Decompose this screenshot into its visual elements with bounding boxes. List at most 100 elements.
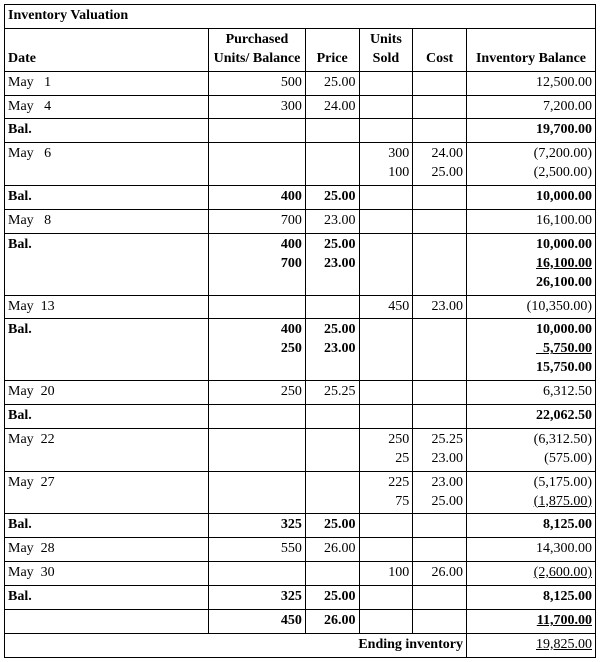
cost-cell — [413, 610, 467, 634]
date-cell: May 13 — [5, 295, 209, 319]
date-cell: May 20 — [5, 381, 209, 405]
cost-cell — [413, 319, 467, 381]
balance-cell: 10,000.0016,100.0026,100.00 — [466, 233, 595, 295]
cost-cell — [413, 186, 467, 210]
table-title-row: Inventory Valuation — [5, 5, 596, 29]
cost-cell — [413, 233, 467, 295]
units-cell — [209, 471, 306, 514]
balance-cell: 22,062.50 — [466, 405, 595, 429]
table-row: Bal.32525.00 8,125.00 — [5, 514, 596, 538]
date-cell: May 8 — [5, 210, 209, 234]
table-row: May 3010026.00(2,600.00) — [5, 562, 596, 586]
price-cell: 25.00 — [305, 514, 359, 538]
date-cell: May 22 — [5, 428, 209, 471]
balance-cell: (6,312.50)(575.00) — [466, 428, 595, 471]
balance-cell: 16,100.00 — [466, 210, 595, 234]
table-row: May 2855026.0014,300.00 — [5, 538, 596, 562]
table-header-row: Date Purchased Units/ Balance Price Unit… — [5, 28, 596, 71]
ending-inventory-label: Ending inventory — [5, 633, 467, 657]
cost-cell — [413, 514, 467, 538]
sold-cell: 100 — [359, 562, 413, 586]
units-cell: 700 — [209, 210, 306, 234]
price-cell: 25.0023.00 — [305, 319, 359, 381]
table-row: Bal.40025.0010,000.00 — [5, 186, 596, 210]
units-cell: 325 — [209, 514, 306, 538]
balance-cell: 8,125.00 — [466, 586, 595, 610]
balance-cell: 14,300.00 — [466, 538, 595, 562]
date-cell: Bal. — [5, 233, 209, 295]
table-row: May 430024.007,200.00 — [5, 95, 596, 119]
price-cell — [305, 471, 359, 514]
units-cell — [209, 562, 306, 586]
units-cell: 400700 — [209, 233, 306, 295]
units-cell: 250 — [209, 381, 306, 405]
cost-cell — [413, 586, 467, 610]
date-cell: May 27 — [5, 471, 209, 514]
table-row: Bal.32525.008,125.00 — [5, 586, 596, 610]
date-cell: May 4 — [5, 95, 209, 119]
cost-cell: 24.0025.00 — [413, 143, 467, 186]
sold-cell — [359, 538, 413, 562]
balance-cell: 19,700.00 — [466, 119, 595, 143]
date-cell: Bal. — [5, 514, 209, 538]
sold-cell — [359, 95, 413, 119]
table-row: May 1345023.00(10,350.00) — [5, 295, 596, 319]
units-cell — [209, 119, 306, 143]
price-cell: 25.25 — [305, 381, 359, 405]
table-row: Bal.40070025.0023.00 10,000.0016,100.0026… — [5, 233, 596, 295]
price-cell: 25.00 — [305, 186, 359, 210]
units-cell: 500 — [209, 71, 306, 95]
cost-cell: 23.00 — [413, 295, 467, 319]
price-cell: 26.00 — [305, 610, 359, 634]
balance-cell: (7,200.00)(2,500.00) — [466, 143, 595, 186]
units-cell — [209, 405, 306, 429]
sold-cell — [359, 405, 413, 429]
price-cell: 25.0023.00 — [305, 233, 359, 295]
cost-cell: 25.2523.00 — [413, 428, 467, 471]
date-cell: Bal. — [5, 186, 209, 210]
sold-cell: 450 — [359, 295, 413, 319]
ending-inventory-value: 19,825.00 — [466, 633, 595, 657]
col-price: Price — [305, 28, 359, 71]
cost-cell — [413, 538, 467, 562]
date-cell: May 30 — [5, 562, 209, 586]
table-row: May 2025025.256,312.50 — [5, 381, 596, 405]
table-row: May 630010024.0025.00(7,200.00)(2,500.00… — [5, 143, 596, 186]
table-row: May 22 2502525.2523.00(6,312.50)(575.00) — [5, 428, 596, 471]
table-row: May 870023.0016,100.00 — [5, 210, 596, 234]
cost-cell — [413, 381, 467, 405]
date-cell: Bal. — [5, 405, 209, 429]
sold-cell: 25025 — [359, 428, 413, 471]
price-cell: 25.00 — [305, 71, 359, 95]
balance-cell: (5,175.00)(1,875.00) — [466, 471, 595, 514]
col-inventory-balance: Inventory Balance — [466, 28, 595, 71]
balance-cell: 10,000.00 5,750.0015,750.00 — [466, 319, 595, 381]
ending-inventory-row: Ending inventory 19,825.00 — [5, 633, 596, 657]
price-cell: 26.00 — [305, 538, 359, 562]
units-cell — [209, 428, 306, 471]
units-cell — [209, 143, 306, 186]
date-cell: May 1 — [5, 71, 209, 95]
balance-cell: 8,125.00 — [466, 514, 595, 538]
price-cell — [305, 143, 359, 186]
units-cell: 400250 — [209, 319, 306, 381]
col-date: Date — [5, 28, 209, 71]
cost-cell — [413, 71, 467, 95]
balance-cell: (2,600.00) — [466, 562, 595, 586]
cost-cell: 23.0025.00 — [413, 471, 467, 514]
date-cell: Bal. — [5, 319, 209, 381]
price-cell: 24.00 — [305, 95, 359, 119]
sold-cell — [359, 319, 413, 381]
date-cell: Bal. — [5, 119, 209, 143]
date-cell: May 6 — [5, 143, 209, 186]
cost-cell — [413, 405, 467, 429]
table-title: Inventory Valuation — [5, 5, 596, 29]
units-cell — [209, 295, 306, 319]
price-cell: 25.00 — [305, 586, 359, 610]
cost-cell — [413, 210, 467, 234]
balance-cell: 11,700.00 — [466, 610, 595, 634]
table-row: May 272257523.0025.00(5,175.00)(1,875.00… — [5, 471, 596, 514]
units-cell: 550 — [209, 538, 306, 562]
date-cell — [5, 610, 209, 634]
sold-cell — [359, 381, 413, 405]
